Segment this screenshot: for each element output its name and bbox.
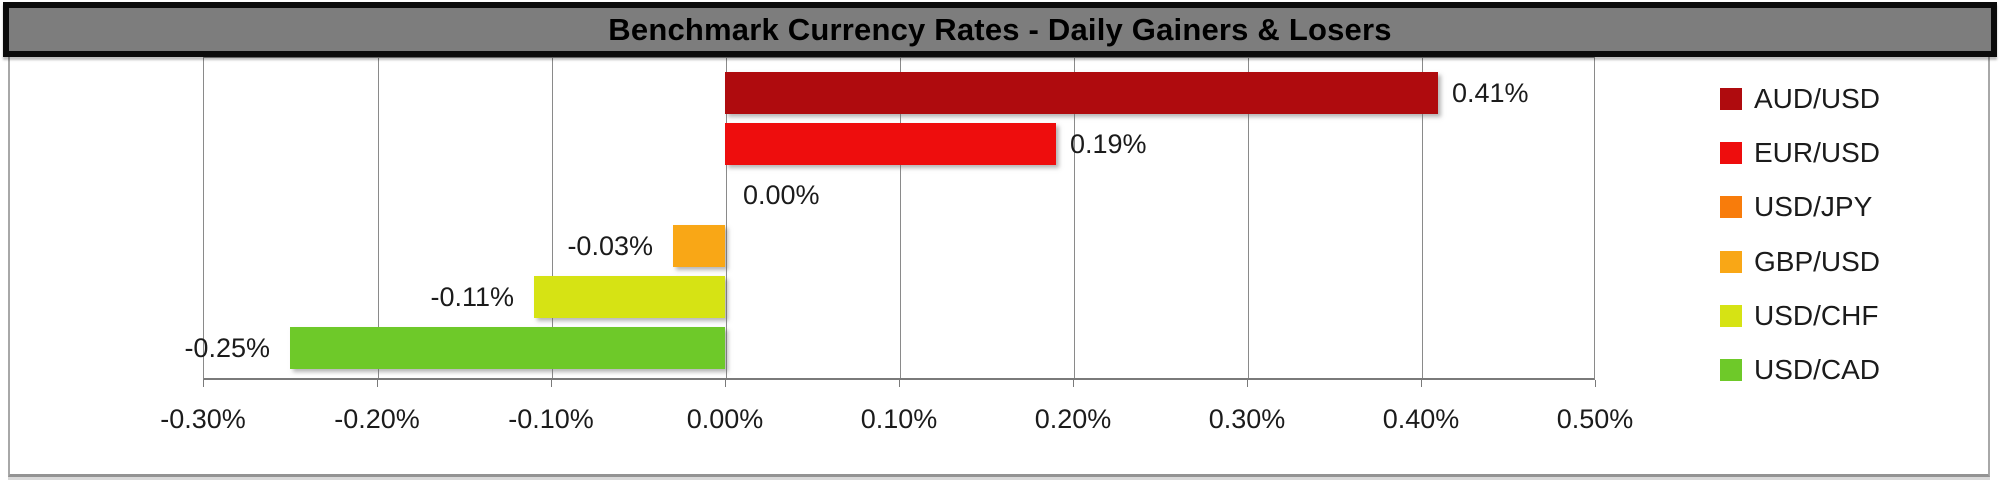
- gridline--0-10-: [552, 58, 553, 378]
- x-tick-mark: [725, 380, 726, 387]
- x-tick-label--0-20-: -0.20%: [334, 404, 420, 434]
- bar-usd-cad[interactable]: [290, 327, 725, 369]
- legend-label: AUD/USD: [1754, 83, 1881, 114]
- legend-item-usd-chf[interactable]: USD/CHF: [1720, 289, 1878, 343]
- x-tick-mark: [377, 380, 378, 387]
- legend-item-usd-jpy[interactable]: USD/JPY: [1720, 180, 1872, 234]
- x-tick-label--0-30-: -0.30%: [160, 404, 246, 434]
- data-label-usd-jpy: 0.00%: [743, 180, 820, 210]
- gridline-0-10-: [900, 58, 901, 378]
- legend-color-swatch-icon: [1720, 305, 1742, 327]
- gridline--0-20-: [378, 58, 379, 378]
- data-label-aud-usd: 0.41%: [1452, 78, 1529, 108]
- legend-label: GBP/USD: [1754, 246, 1881, 277]
- data-label-usd-chf: -0.11%: [430, 282, 514, 312]
- bar-gbp-usd[interactable]: [673, 225, 725, 267]
- x-tick-mark: [1073, 380, 1074, 387]
- x-tick-mark: [203, 380, 204, 387]
- x-tick-mark: [1421, 380, 1422, 387]
- data-label-gbp-usd: -0.03%: [567, 231, 653, 261]
- bar-aud-usd[interactable]: [725, 72, 1438, 114]
- x-tick-mark: [899, 380, 900, 387]
- x-tick-label-0-50-: 0.50%: [1556, 404, 1634, 434]
- legend-color-swatch-icon: [1720, 142, 1742, 164]
- legend-item-gbp-usd[interactable]: GBP/USD: [1720, 235, 1880, 289]
- x-tick-label-0-30-: 0.30%: [1208, 404, 1286, 434]
- legend-label: USD/CHF: [1754, 300, 1879, 331]
- data-label-eur-usd: 0.19%: [1070, 129, 1147, 159]
- legend-label: USD/JPY: [1754, 191, 1873, 222]
- x-tick-mark: [1595, 380, 1596, 387]
- x-tick-label-0-20-: 0.20%: [1034, 404, 1112, 434]
- legend-label: EUR/USD: [1754, 137, 1881, 168]
- legend-color-swatch-icon: [1720, 88, 1742, 110]
- legend-item-usd-cad[interactable]: USD/CAD: [1720, 343, 1880, 397]
- x-tick-label--0-10-: -0.10%: [508, 404, 594, 434]
- chart-title-bar: Benchmark Currency Rates - Daily Gainers…: [3, 2, 1997, 57]
- data-label-usd-cad: -0.25%: [184, 333, 270, 363]
- gridline-0-00-: [726, 58, 727, 378]
- bar-eur-usd[interactable]: [725, 123, 1056, 165]
- legend-item-eur-usd[interactable]: EUR/USD: [1720, 126, 1880, 180]
- bar-usd-chf[interactable]: [534, 276, 725, 318]
- plot-area: [203, 57, 1595, 380]
- x-tick-label-0-00-: 0.00%: [686, 404, 764, 434]
- chart-title: Benchmark Currency Rates - Daily Gainers…: [608, 11, 1392, 47]
- gridline-0-40-: [1422, 58, 1423, 378]
- x-tick-label-0-10-: 0.10%: [860, 404, 938, 434]
- legend-color-swatch-icon: [1720, 359, 1742, 381]
- legend-color-swatch-icon: [1720, 251, 1742, 273]
- legend-item-aud-usd[interactable]: AUD/USD: [1720, 72, 1880, 126]
- x-tick-mark: [1247, 380, 1248, 387]
- x-tick-label-0-40-: 0.40%: [1382, 404, 1460, 434]
- x-tick-mark: [551, 380, 552, 387]
- gridline-0-20-: [1074, 58, 1075, 378]
- legend-color-swatch-icon: [1720, 196, 1742, 218]
- legend-label: USD/CAD: [1754, 354, 1881, 385]
- gridline-0-30-: [1248, 58, 1249, 378]
